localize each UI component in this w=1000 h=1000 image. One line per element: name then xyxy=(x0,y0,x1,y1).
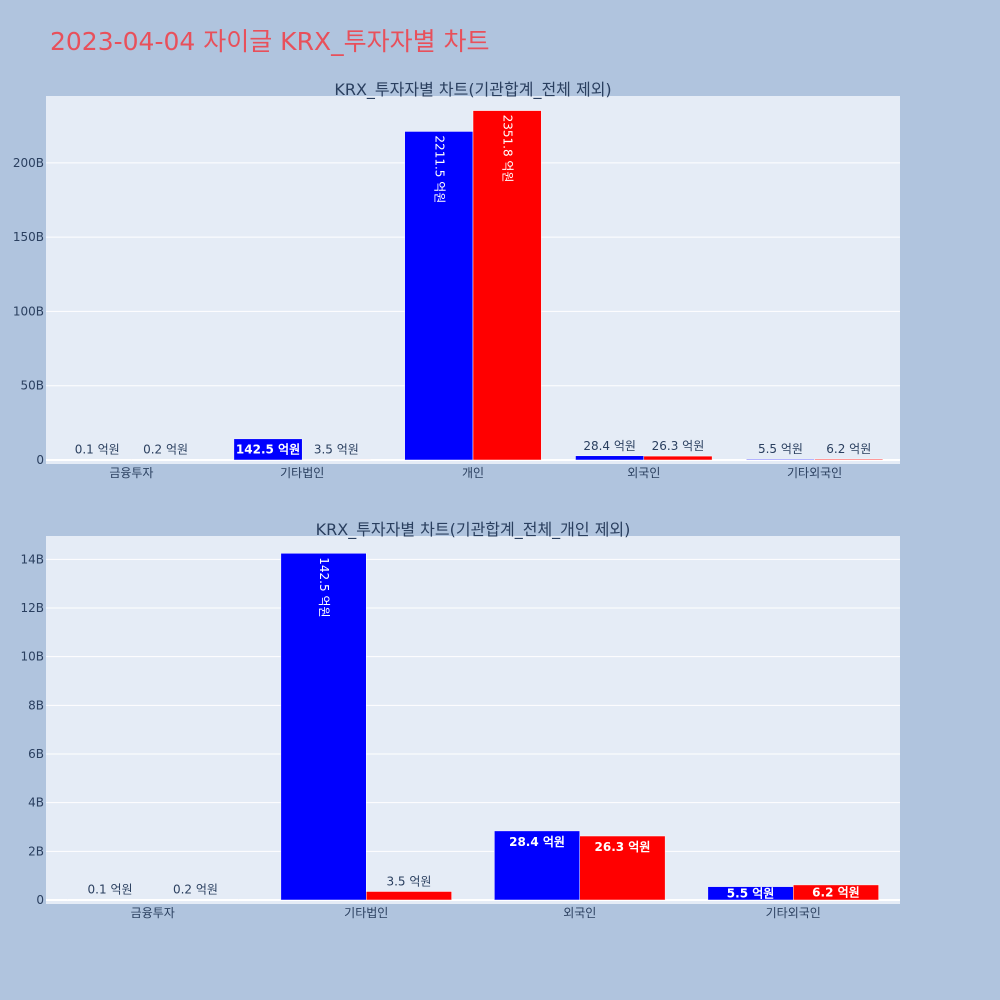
data-label: 5.5 억원 xyxy=(758,442,803,456)
plot-area xyxy=(46,536,900,904)
chart-1: 0 50B 100B 150B 200B KRX_투자자별 차트(기관합계_전체 제외) 금… xyxy=(13,80,900,480)
bar[interactable] xyxy=(280,553,367,901)
bar[interactable] xyxy=(62,459,132,461)
bar[interactable] xyxy=(579,835,666,901)
data-label: 0.2 억원 xyxy=(143,443,188,457)
data-label: 26.3 억원 xyxy=(595,840,651,854)
y-tick-label: 200B xyxy=(13,156,44,170)
x-tick-label: 외국인 xyxy=(563,906,596,920)
data-label: 3.5 억원 xyxy=(314,442,359,456)
bar[interactable] xyxy=(643,455,713,461)
y-tick-label: 8B xyxy=(28,698,44,712)
y-tick-label: 2B xyxy=(28,844,44,858)
data-label: 0.2 억원 xyxy=(173,883,218,897)
bar[interactable] xyxy=(152,899,239,901)
data-label: 5.5 억원 xyxy=(727,886,775,900)
bar[interactable] xyxy=(814,458,884,461)
bar[interactable] xyxy=(366,891,452,901)
y-tick-label: 150B xyxy=(13,230,44,244)
y-tick-label: 14B xyxy=(20,552,44,566)
y-tick-label: 0 xyxy=(36,453,44,467)
data-label: 2351.8 억원 xyxy=(501,115,515,183)
bar[interactable] xyxy=(746,458,815,461)
data-label: 142.5 억원 xyxy=(317,557,331,617)
x-tick-label: 금융투자 xyxy=(131,906,175,920)
y-tick-label: 6B xyxy=(28,747,44,761)
bar[interactable] xyxy=(575,455,645,461)
bar[interactable] xyxy=(404,131,474,461)
bar[interactable] xyxy=(67,899,153,901)
bar[interactable] xyxy=(233,438,303,461)
bar[interactable] xyxy=(472,110,542,461)
y-tick-label: 12B xyxy=(20,601,44,615)
bar[interactable] xyxy=(494,830,581,901)
page-title: 2023-04-04 자이글 KRX_투자자별 차트 xyxy=(50,27,490,56)
y-tick-label: 10B xyxy=(20,650,44,664)
bar[interactable] xyxy=(793,884,879,901)
bar[interactable] xyxy=(131,459,200,461)
data-label: 0.1 억원 xyxy=(75,443,120,457)
chart-2: 0 2B 4B 6B 8B 10B 12B 14B KRX_투자자별 차트(기관합계_전체_개인… xyxy=(20,520,900,920)
data-label: 142.5 억원 xyxy=(236,442,300,456)
x-tick-label: 외국인 xyxy=(627,466,660,480)
data-label: 28.4 억원 xyxy=(509,835,565,849)
data-label: 6.2 억원 xyxy=(826,442,871,456)
data-label: 6.2 억원 xyxy=(812,885,860,899)
x-tick-label: 금융투자 xyxy=(109,466,153,480)
y-tick-label: 50B xyxy=(20,379,44,393)
x-tick-label: 개인 xyxy=(462,466,484,480)
x-tick-label: 기타외국인 xyxy=(766,906,821,920)
data-label: 28.4 억원 xyxy=(583,439,636,453)
y-tick-label: 100B xyxy=(13,304,44,318)
data-label: 26.3 억원 xyxy=(652,439,705,453)
x-tick-label: 기타외국인 xyxy=(787,466,842,480)
bar[interactable] xyxy=(301,459,371,461)
chart-title: KRX_투자자별 차트(기관합계_전체_개인 제외) xyxy=(316,520,631,540)
y-tick-label: 4B xyxy=(28,796,44,810)
data-label: 2211.5 억원 xyxy=(432,135,446,203)
x-tick-label: 기타법인 xyxy=(344,906,388,920)
data-label: 0.1 억원 xyxy=(88,883,133,897)
x-tick-label: 기타법인 xyxy=(280,466,324,480)
y-tick-label: 0 xyxy=(36,893,44,907)
chart-title: KRX_투자자별 차트(기관합계_전체 제외) xyxy=(334,80,611,100)
data-label: 3.5 억원 xyxy=(386,874,431,888)
